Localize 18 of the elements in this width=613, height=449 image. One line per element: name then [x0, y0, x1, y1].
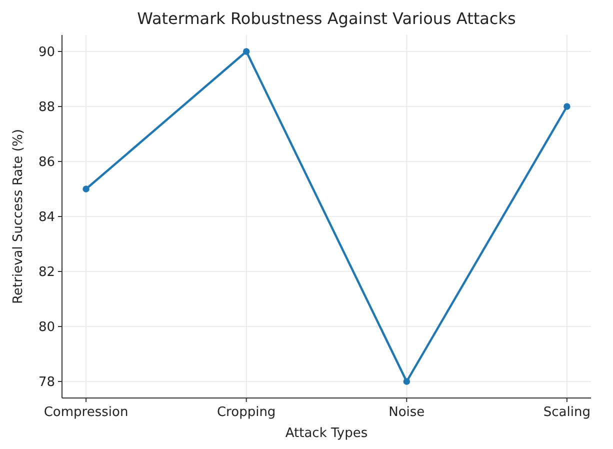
- point: [242, 48, 250, 55]
- x-tick-label: Compression: [44, 405, 128, 420]
- y-tick-label: 90: [38, 45, 55, 60]
- point: [403, 378, 410, 385]
- point: [564, 103, 570, 110]
- y-tick-label: 84: [38, 210, 55, 226]
- y-tick-label: 86: [38, 155, 55, 170]
- y-tick-label: 78: [38, 375, 55, 390]
- y-tick-label: 88: [38, 100, 55, 116]
- x-axis-title: Attack Types: [285, 426, 368, 441]
- y-tick-label: 80: [38, 320, 55, 336]
- x-tick-label: Cropping: [216, 405, 276, 420]
- x-tick-label: Scaling: [543, 405, 590, 420]
- y-tick-label: 82: [38, 265, 55, 280]
- chart-title: Watermark Robustness Against Various Attacks: [137, 9, 516, 28]
- point: [82, 186, 90, 192]
- x-tick-label: Noise: [388, 405, 425, 420]
- y-axis-title: Retrieval Success Rate (%): [11, 129, 26, 304]
